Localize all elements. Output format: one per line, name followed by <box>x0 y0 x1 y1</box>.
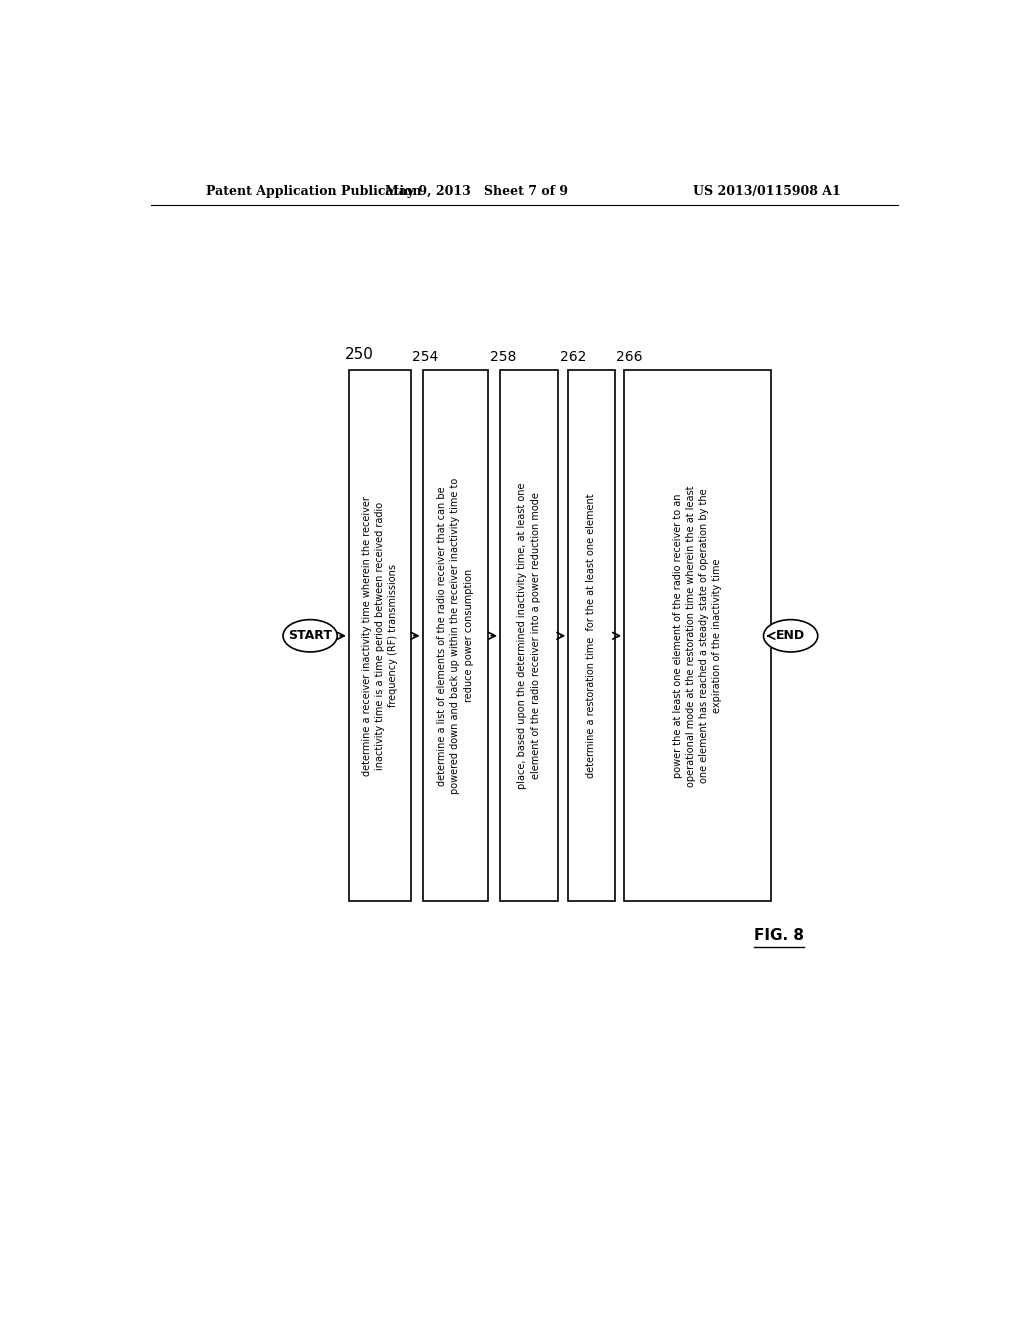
Text: FIG. 8: FIG. 8 <box>754 928 804 944</box>
Text: START: START <box>288 630 332 643</box>
Ellipse shape <box>764 619 818 652</box>
Text: END: END <box>776 630 805 643</box>
Text: 250: 250 <box>345 347 374 363</box>
Text: determine a list of elements of the radio receiver that can be
powered down and : determine a list of elements of the radi… <box>437 478 474 793</box>
Text: 262: 262 <box>560 350 586 364</box>
Bar <box>423 370 488 902</box>
Text: place, based upon the determined inactivity time, at least one
element of the ra: place, based upon the determined inactiv… <box>517 483 541 789</box>
Text: 266: 266 <box>616 350 643 364</box>
Text: 254: 254 <box>413 350 438 364</box>
Text: Patent Application Publication: Patent Application Publication <box>206 185 421 198</box>
Text: May 9, 2013   Sheet 7 of 9: May 9, 2013 Sheet 7 of 9 <box>385 185 568 198</box>
Bar <box>500 370 558 902</box>
Text: US 2013/0115908 A1: US 2013/0115908 A1 <box>693 185 841 198</box>
Ellipse shape <box>283 619 337 652</box>
Bar <box>349 370 411 902</box>
Text: power the at least one element of the radio receiver to an
operational mode at t: power the at least one element of the ra… <box>673 484 722 787</box>
Bar <box>568 370 614 902</box>
Text: determine a receiver inactivity time wherein the receiver
inactivity time is a t: determine a receiver inactivity time whe… <box>361 496 398 776</box>
Text: determine a restoration time  for the at least one element: determine a restoration time for the at … <box>587 494 596 777</box>
Text: 258: 258 <box>489 350 516 364</box>
Bar <box>624 370 771 902</box>
